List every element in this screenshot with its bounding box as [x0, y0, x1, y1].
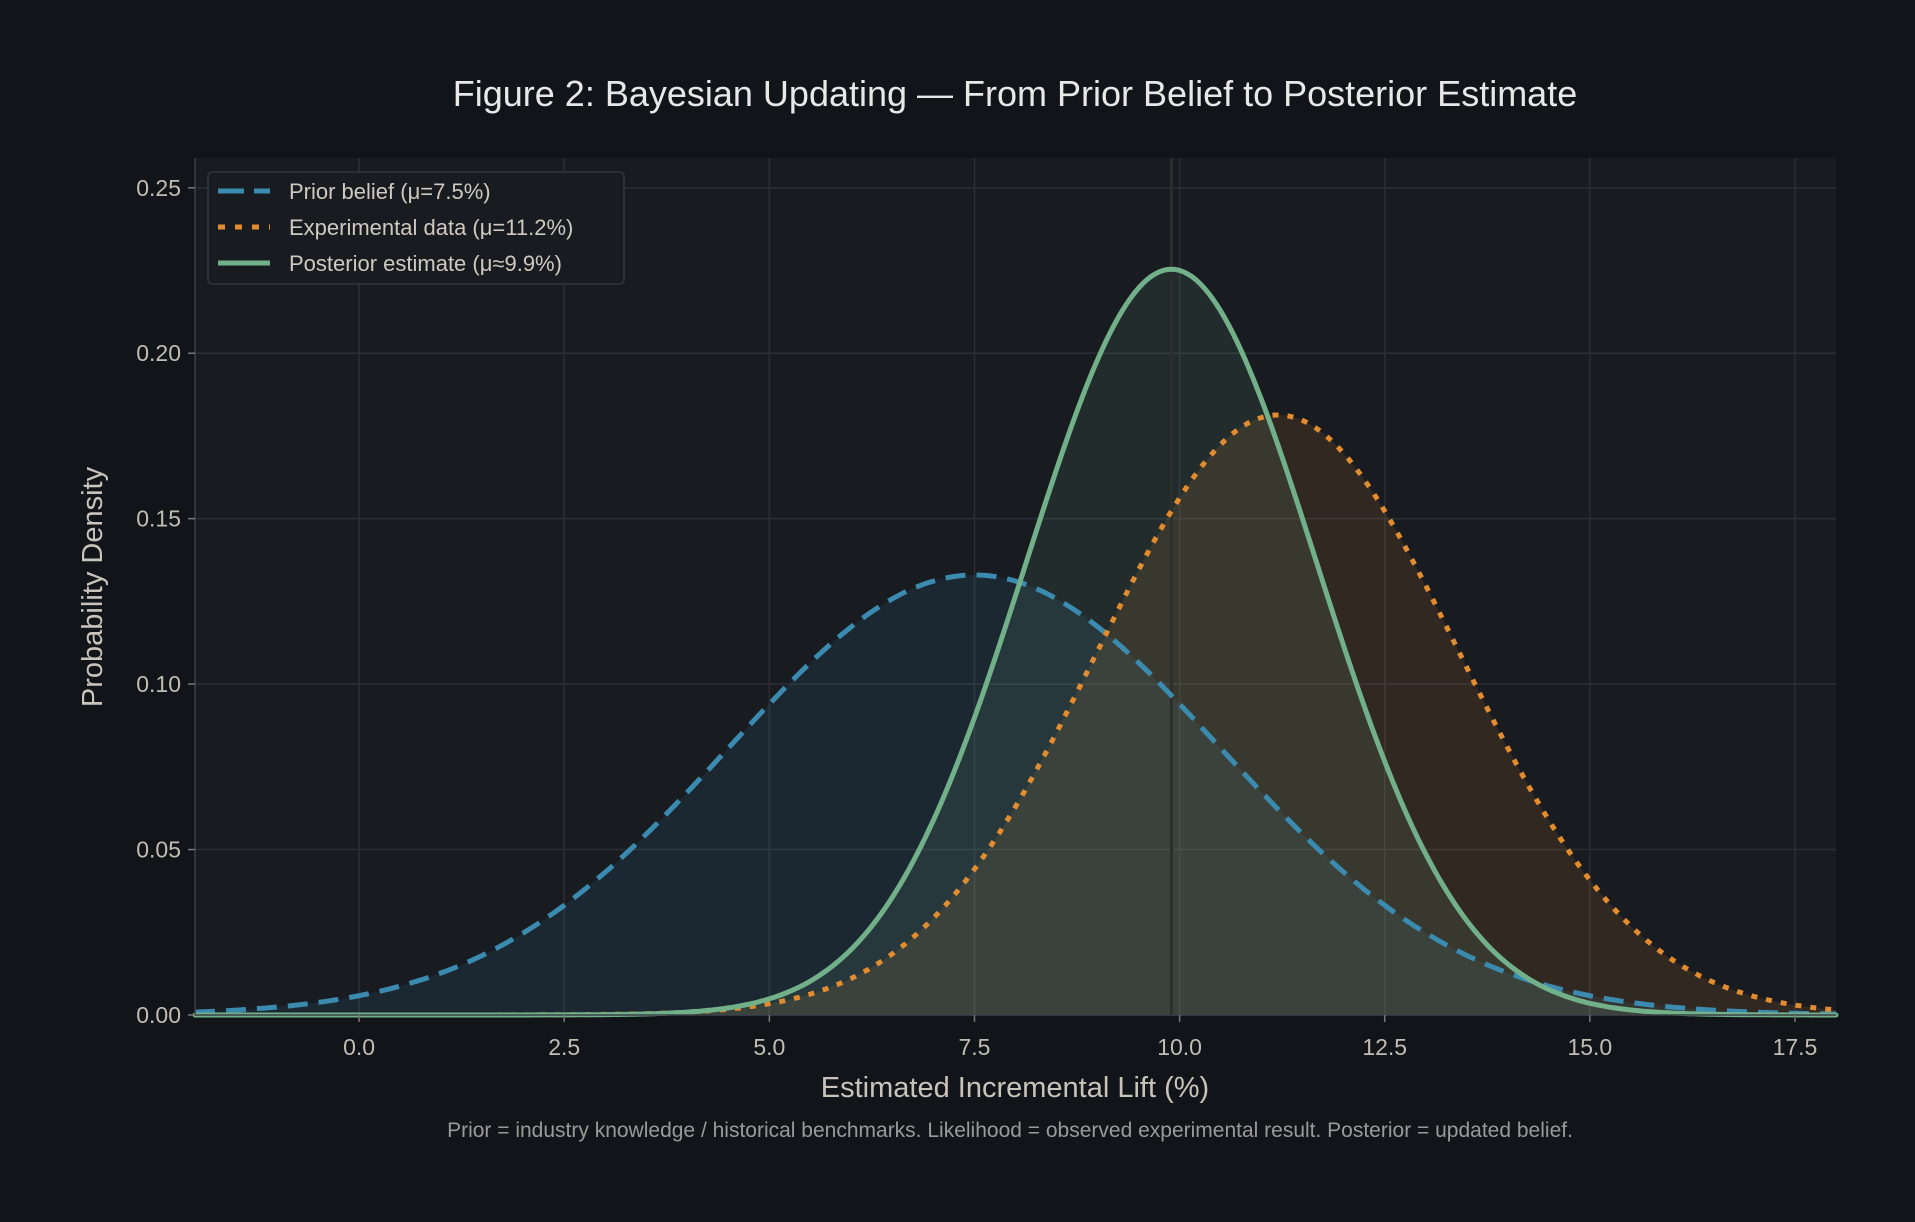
x-tick-label: 15.0	[1567, 1034, 1612, 1060]
x-tick-label: 5.0	[753, 1034, 785, 1060]
y-axis-label: Probability Density	[77, 466, 109, 707]
x-tick-label: 12.5	[1362, 1034, 1407, 1060]
x-tick-label: 2.5	[548, 1034, 580, 1060]
legend-label-2: Posterior estimate (μ≈9.9%)	[289, 251, 562, 276]
chart-title: Figure 2: Bayesian Updating — From Prior…	[453, 73, 1577, 114]
legend-label-1: Experimental data (μ=11.2%)	[289, 215, 573, 240]
x-tick-label: 10.0	[1157, 1034, 1202, 1060]
y-tick-label: 0.20	[136, 340, 181, 366]
series-line-0	[194, 572, 1836, 1017]
x-ticks: 0.0 2.5 5.0 7.5 10.0 12.5 15.0 17.5	[343, 1015, 1817, 1060]
series-fill-0	[195, 575, 1836, 1015]
x-tick-label: 17.5	[1773, 1034, 1818, 1060]
caption: Prior = industry knowledge / historical …	[447, 1119, 1573, 1142]
y-tick-label: 0.25	[136, 175, 181, 201]
legend-label-0: Prior belief (μ=7.5%)	[289, 179, 491, 204]
y-tick-label: 0.15	[136, 506, 181, 532]
series-fill-1	[195, 415, 1836, 1015]
x-tick-label: 7.5	[958, 1034, 990, 1060]
plot-area	[195, 158, 1836, 1015]
legend-box	[207, 171, 625, 285]
y-tick-label: 0.00	[136, 1002, 181, 1028]
x-axis-label: Estimated Incremental Lift (%)	[821, 1072, 1209, 1104]
series-fill-2	[195, 269, 1836, 1015]
area-fills	[195, 269, 1836, 1015]
x-tick-label: 0.0	[343, 1034, 375, 1060]
y-ticks: 0.00 0.05 0.10 0.15 0.20 0.25	[136, 175, 195, 1028]
legend: Prior belief (μ=7.5%) Experimental data (…	[207, 171, 625, 285]
y-tick-label: 0.05	[136, 837, 181, 863]
y-tick-label: 0.10	[136, 671, 181, 697]
